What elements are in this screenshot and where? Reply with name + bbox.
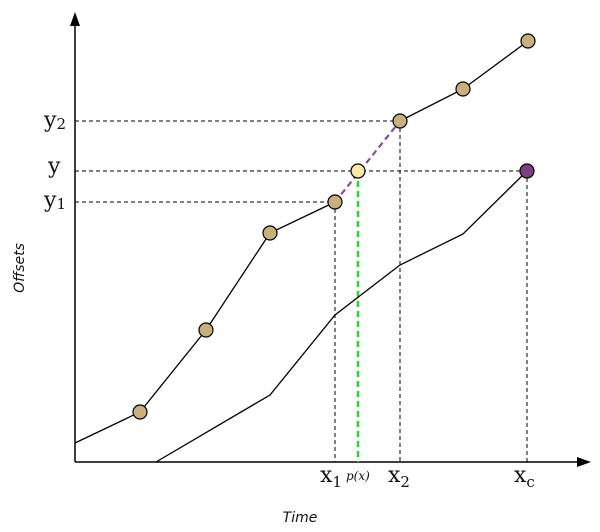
y-axis-arrow <box>70 12 80 26</box>
label-y2: y2 <box>43 108 66 133</box>
target-point <box>519 163 535 179</box>
data-point <box>520 33 536 49</box>
data-point <box>132 404 148 420</box>
interpolation-segment <box>334 120 401 203</box>
data-point <box>455 81 471 97</box>
y-axis-title: Offsets <box>12 243 28 293</box>
x-axis-arrow <box>577 457 591 467</box>
data-point-x1 <box>327 194 343 210</box>
label-y1: y1 <box>43 188 66 213</box>
data-point-x2 <box>392 113 408 129</box>
label-x2: x2 <box>388 463 410 491</box>
interpolated-point <box>350 163 366 179</box>
label-xc: xc <box>514 463 535 491</box>
label-y: y <box>47 154 61 179</box>
axes <box>74 20 582 463</box>
data-point <box>262 225 278 241</box>
upper-points <box>132 33 536 420</box>
label-px: p(x) <box>346 469 370 483</box>
lower-curve <box>155 170 528 463</box>
guide-lines <box>75 120 528 462</box>
data-point <box>198 322 214 338</box>
label-x1: x1 <box>320 463 342 491</box>
x-axis-title: Time <box>283 510 318 526</box>
upper-curve-continuation <box>399 40 529 122</box>
